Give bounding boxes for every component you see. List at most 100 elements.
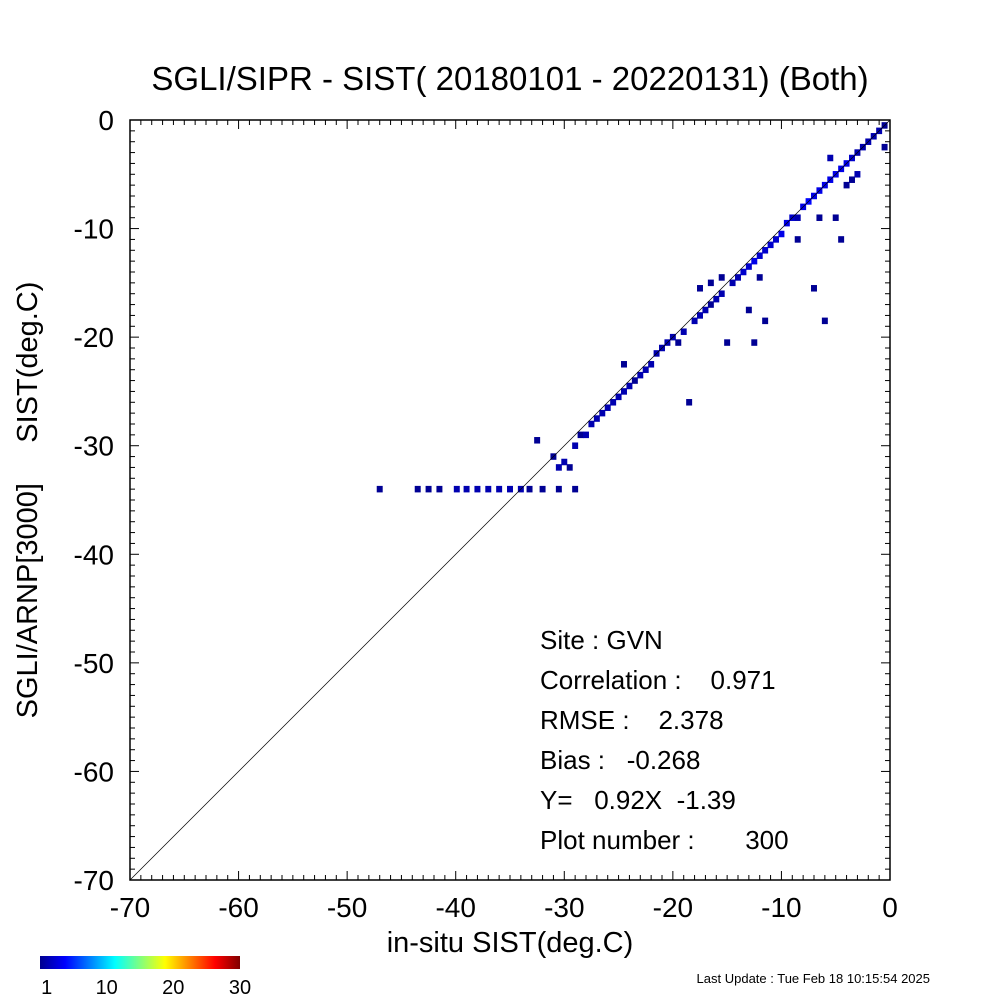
stat-fit: Y= 0.92X -1.39 — [540, 785, 736, 815]
density-cell — [718, 274, 725, 281]
density-cell — [756, 252, 763, 259]
density-cell — [631, 377, 638, 384]
density-cell — [811, 285, 817, 292]
density-cell — [756, 274, 763, 281]
density-cell — [425, 485, 432, 493]
density-cell — [838, 236, 845, 243]
colorbar-tick-label: 20 — [162, 977, 184, 999]
density-cell — [648, 361, 655, 368]
colorbar-ticks: 1 10 20 30 — [41, 977, 251, 999]
density-cell — [555, 464, 562, 471]
y-axis-label: SGLI/ARNP[3000] SIST(deg.C) — [12, 282, 44, 719]
density-cell — [816, 214, 823, 221]
density-cell — [724, 339, 731, 346]
density-cell — [615, 393, 622, 401]
density-cell — [702, 306, 709, 314]
density-cells — [376, 122, 888, 493]
density-cell — [414, 485, 421, 493]
density-cell — [740, 268, 747, 276]
density-cell — [507, 485, 513, 493]
density-cell — [707, 279, 714, 287]
density-cell — [474, 485, 481, 493]
density-cell — [566, 464, 573, 471]
density-cell — [773, 236, 779, 243]
density-cell — [762, 317, 769, 325]
stat-plot-number: Plot number : 300 — [540, 825, 789, 855]
x-tick-label: 0 — [882, 892, 898, 923]
density-cell — [827, 154, 834, 162]
density-cell — [854, 171, 861, 178]
density-cell — [539, 485, 546, 493]
y-tick-label: -20 — [74, 322, 114, 353]
density-cell — [778, 230, 785, 238]
density-cell — [745, 306, 752, 314]
y-tick-label: -70 — [74, 865, 114, 896]
density-cell — [496, 485, 503, 493]
colorbar-tick-label: 10 — [96, 977, 118, 999]
density-cell — [745, 263, 752, 270]
density-cell — [675, 339, 682, 346]
x-tick-label: -10 — [761, 892, 801, 923]
x-axis-label: in-situ SIST(deg.C) — [387, 927, 634, 959]
density-cell — [751, 257, 758, 265]
y-tick-label: -30 — [74, 431, 114, 462]
density-cell — [626, 382, 633, 390]
stat-site: Site : GVN — [540, 625, 663, 655]
density-cell — [697, 285, 703, 292]
density-cell — [621, 388, 627, 395]
density-cell — [485, 485, 492, 493]
density-cell — [534, 437, 541, 444]
y-tick-label: 0 — [98, 105, 114, 136]
chart-title: SGLI/SIPR - SIST( 20180101 - 20220131) (… — [151, 60, 868, 97]
density-cell — [436, 485, 443, 493]
density-cell — [718, 290, 725, 297]
density-cell — [707, 301, 714, 308]
y-tick-label: -60 — [74, 756, 114, 787]
density-cell — [849, 176, 855, 183]
colorbar-tick-label: 30 — [229, 977, 251, 999]
density-cell — [621, 361, 627, 368]
density-cell — [572, 485, 579, 493]
density-cell — [599, 409, 606, 417]
density-cell — [453, 485, 460, 493]
density-cell — [561, 458, 568, 466]
density-cell — [642, 366, 649, 373]
density-cell — [691, 317, 698, 325]
stat-rmse: RMSE : 2.378 — [540, 705, 724, 735]
stat-correlation: Correlation : 0.971 — [540, 665, 776, 695]
x-tick-label: -40 — [435, 892, 475, 923]
density-cell — [843, 181, 850, 189]
x-tick-label: -30 — [544, 892, 584, 923]
density-cell — [729, 279, 736, 287]
x-tick-label: -60 — [218, 892, 258, 923]
density-cell — [637, 371, 644, 379]
density-cell — [832, 214, 839, 221]
density-cell — [463, 485, 470, 493]
density-cell — [686, 399, 693, 406]
density-cell — [572, 442, 579, 449]
density-cell — [697, 312, 703, 319]
density-cell — [762, 247, 769, 254]
density-cell — [555, 485, 562, 493]
stats-annotation: Site : GVN Correlation : 0.971 RMSE : 2.… — [540, 625, 789, 855]
density-cell — [604, 404, 611, 411]
x-tick-label: -20 — [653, 892, 693, 923]
y-tick-label: -40 — [74, 539, 114, 570]
density-cell — [577, 431, 584, 439]
y-tick-label: -50 — [74, 648, 114, 679]
density-cell — [713, 295, 720, 303]
density-cell — [821, 317, 828, 325]
density-cell — [610, 399, 617, 406]
stat-bias: Bias : -0.268 — [540, 745, 700, 775]
density-cell — [376, 485, 383, 493]
one-to-one-line — [129, 119, 891, 881]
density-cell — [794, 236, 801, 243]
last-update: Last Update : Tue Feb 18 10:15:54 2025 — [697, 971, 930, 986]
axis-ticks: -70 -60 -50 -40 -30 -20 -10 0 -70 -60 -50 -40 -30 -20… — [74, 105, 898, 923]
y-tick-label: -10 — [74, 214, 114, 245]
colorbar — [40, 956, 240, 969]
density-cell — [583, 431, 589, 439]
density-cell — [767, 241, 774, 249]
density-cell — [881, 143, 888, 151]
